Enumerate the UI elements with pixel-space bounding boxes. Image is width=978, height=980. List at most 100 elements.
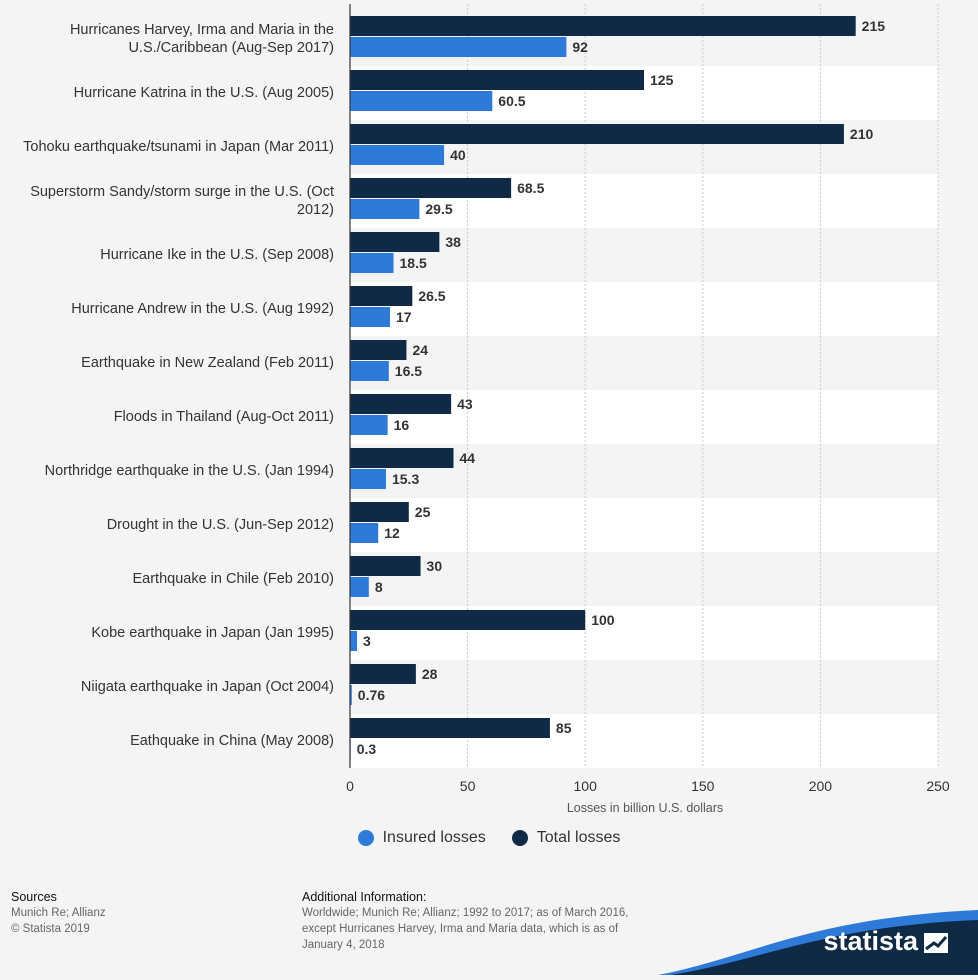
value-label-insured: 60.5: [498, 93, 525, 109]
sources-line: Munich Re; Allianz: [11, 907, 106, 919]
x-tick-label: 0: [346, 778, 354, 794]
value-label-insured: 40: [450, 147, 466, 163]
category-label: Earthquake in New Zealand (Feb 2011): [81, 355, 334, 371]
sources-block: Sources Munich Re; Allianz © Statista 20…: [11, 889, 106, 937]
statista-brand-area: statista: [658, 900, 978, 975]
value-label-insured: 0.76: [358, 687, 385, 703]
bar-insured: [350, 253, 394, 273]
bar-total: [350, 610, 586, 630]
bar-total: [350, 340, 407, 360]
value-label-insured: 17: [396, 309, 412, 325]
bar-insured: [350, 469, 386, 489]
bar-total: [350, 286, 413, 306]
category-label: Hurricane Katrina in the U.S. (Aug 2005): [73, 85, 334, 101]
additional-info-line: Worldwide; Munich Re; Allianz; 1992 to 2…: [302, 907, 629, 919]
value-label-total: 26.5: [418, 288, 445, 304]
value-label-total: 210: [850, 126, 874, 142]
x-tick-label: 150: [691, 778, 715, 794]
category-label: Hurricane Ike in the U.S. (Sep 2008): [100, 247, 334, 263]
bar-insured: [350, 307, 390, 327]
legend-dot-insured: [357, 830, 374, 846]
bar-chart: 2159212560.52104068.529.53818.526.517241…: [349, 4, 939, 768]
value-label-insured: 3: [363, 633, 371, 649]
bar-total: [350, 124, 844, 144]
bar-insured: [350, 631, 358, 651]
category-label: Hurricanes Harvey, Irma and Maria in the…: [69, 22, 334, 56]
row-band: [350, 552, 938, 606]
copyright-line: © Statista 2019: [11, 923, 90, 935]
bar-insured: [350, 523, 379, 543]
category-label: Tohoku earthquake/tsunami in Japan (Mar …: [23, 139, 334, 155]
row-band: [350, 336, 938, 390]
bar-total: [350, 448, 454, 468]
gridlines: [467, 4, 939, 768]
category-label: Earthquake in Chile (Feb 2010): [132, 571, 334, 587]
category-label: Floods in Thailand (Aug-Oct 2011): [113, 409, 334, 425]
value-label-total: 100: [591, 612, 615, 628]
value-label-total: 44: [459, 450, 475, 466]
legend: Insured losses Total losses: [0, 829, 978, 847]
value-label-total: 28: [422, 666, 438, 682]
row-band: [350, 660, 938, 714]
x-tick-label: 200: [808, 778, 833, 794]
legend-item-total[interactable]: Total losses: [511, 829, 621, 847]
bar-insured: [350, 91, 493, 111]
additional-info-block: Additional Information: Worldwide; Munic…: [302, 889, 628, 953]
additional-info-heading: Additional Information:: [302, 890, 427, 904]
value-label-total: 43: [457, 396, 473, 412]
category-label: Eathquake in China (May 2008): [130, 733, 334, 749]
bar-total: [350, 16, 856, 36]
additional-info-line: except Hurricanes Harvey, Irma and Maria…: [302, 923, 619, 935]
value-label-total: 38: [445, 234, 461, 250]
row-band: [350, 498, 938, 552]
value-label-insured: 29.5: [425, 201, 452, 217]
value-label-total: 25: [415, 504, 431, 520]
bar-total: [350, 394, 452, 414]
bar-insured: [350, 685, 352, 705]
legend-label-insured: Insured losses: [382, 829, 486, 846]
value-label-total: 215: [862, 18, 886, 34]
value-label-insured: 12: [384, 525, 400, 541]
bar-total: [350, 70, 644, 90]
x-tick-label: 100: [573, 778, 597, 794]
value-label-total: 125: [650, 72, 674, 88]
category-label: Northridge earthquake in the U.S. (Jan 1…: [44, 463, 334, 479]
bar-total: [350, 556, 421, 576]
bars: [350, 16, 856, 759]
bar-insured: [350, 577, 369, 597]
value-labels: 2159212560.52104068.529.53818.526.517241…: [357, 18, 886, 757]
value-label-insured: 18.5: [400, 255, 427, 271]
bar-insured: [350, 361, 389, 381]
additional-info-line: January 4, 2018: [302, 939, 385, 951]
statista-logo-icon: [924, 933, 948, 953]
value-label-insured: 8: [375, 579, 383, 595]
category-label: Hurricane Andrew in the U.S. (Aug 1992): [71, 301, 334, 317]
bar-insured: [350, 199, 420, 219]
bar-insured: [350, 37, 567, 57]
value-label-insured: 92: [572, 39, 588, 55]
bar-insured: [350, 145, 445, 165]
row-band: [350, 282, 938, 336]
value-label-total: 68.5: [517, 180, 544, 196]
value-label-total: 85: [556, 720, 572, 736]
value-label-insured: 15.3: [392, 471, 419, 487]
category-label: Superstorm Sandy/storm surge in the U.S.…: [30, 184, 334, 218]
value-label-insured: 16: [394, 417, 410, 433]
value-label-total: 24: [412, 342, 428, 358]
bar-insured: [350, 415, 388, 435]
statista-logo[interactable]: statista: [823, 926, 918, 956]
brand-swoosh: [658, 910, 978, 975]
bar-total: [350, 718, 550, 738]
row-bands: [350, 12, 938, 768]
value-label-insured: 0.3: [357, 741, 377, 757]
x-tick-label: 250: [926, 778, 950, 794]
x-axis-title: Losses in billion U.S. dollars: [566, 801, 724, 815]
value-label-total: 30: [427, 558, 443, 574]
value-label-insured: 16.5: [395, 363, 422, 379]
category-label: Drought in the U.S. (Jun-Sep 2012): [106, 517, 334, 533]
legend-label-total: Total losses: [536, 829, 621, 846]
x-tick-label: 50: [459, 778, 476, 794]
bar-total: [350, 232, 440, 252]
legend-item-insured[interactable]: Insured losses: [357, 829, 486, 847]
category-label: Niigata earthquake in Japan (Oct 2004): [80, 679, 334, 695]
